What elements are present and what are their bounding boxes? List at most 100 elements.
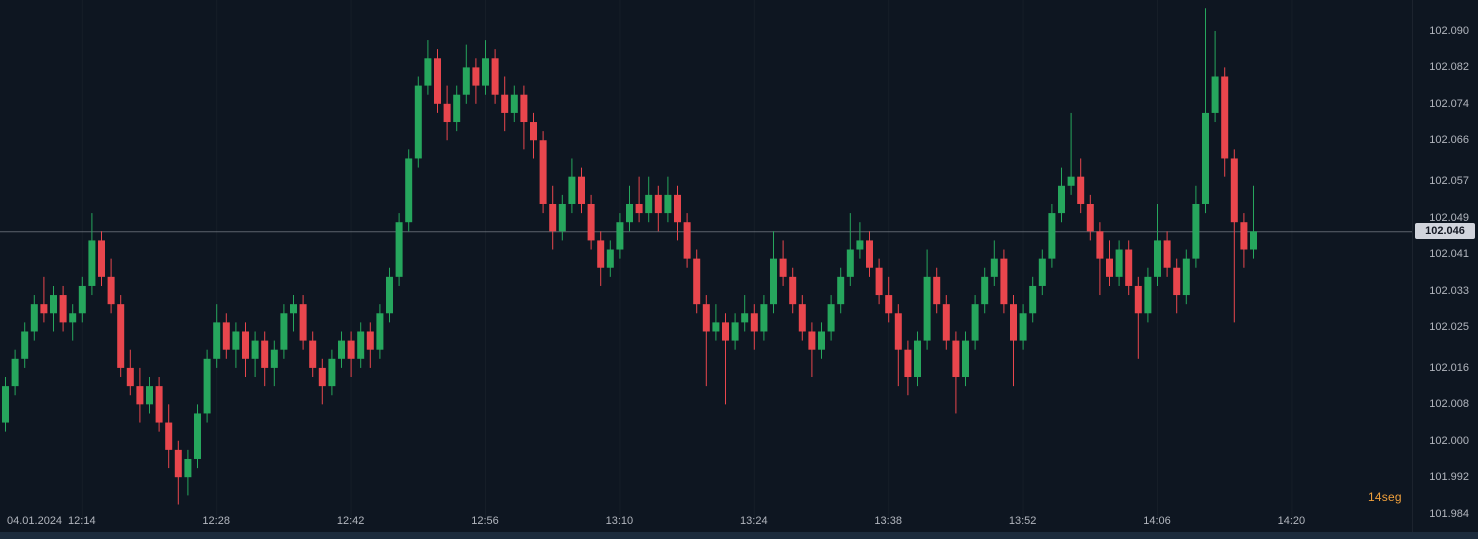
candle[interactable]	[107, 258, 115, 314]
candle[interactable]	[462, 44, 470, 104]
candle[interactable]	[933, 267, 941, 314]
candle[interactable]	[597, 231, 605, 286]
candle[interactable]	[414, 76, 422, 168]
candle[interactable]	[88, 213, 96, 296]
candle[interactable]	[1173, 258, 1181, 314]
candle[interactable]	[1144, 267, 1152, 323]
candle[interactable]	[587, 194, 595, 250]
candle[interactable]	[1106, 240, 1113, 286]
candle[interactable]	[789, 267, 797, 314]
candle[interactable]	[1125, 240, 1133, 296]
candle[interactable]	[808, 322, 816, 378]
candle[interactable]	[693, 249, 701, 314]
candle[interactable]	[184, 449, 192, 496]
candle[interactable]	[760, 295, 768, 341]
candle[interactable]	[443, 85, 451, 141]
candle[interactable]	[261, 331, 269, 387]
candle[interactable]	[1115, 240, 1123, 286]
candle[interactable]	[1019, 304, 1027, 350]
candle[interactable]	[117, 295, 125, 378]
candle[interactable]	[1154, 203, 1161, 286]
candle[interactable]	[270, 340, 278, 387]
candle[interactable]	[155, 377, 163, 432]
candle[interactable]	[251, 331, 259, 378]
candle[interactable]	[568, 158, 576, 214]
candle[interactable]	[194, 404, 201, 469]
candle[interactable]	[242, 322, 249, 378]
candle[interactable]	[1086, 194, 1094, 241]
candle[interactable]	[299, 295, 307, 350]
candle[interactable]	[914, 331, 921, 387]
candle[interactable]	[357, 322, 365, 368]
candle[interactable]	[981, 267, 989, 314]
candle[interactable]	[626, 185, 633, 232]
candle[interactable]	[798, 295, 806, 341]
candle[interactable]	[1250, 185, 1257, 259]
candle[interactable]	[674, 185, 681, 241]
candle[interactable]	[971, 295, 979, 350]
candle[interactable]	[654, 185, 662, 232]
candle[interactable]	[750, 304, 758, 350]
candle[interactable]	[174, 440, 182, 505]
candle[interactable]	[578, 167, 585, 214]
candle[interactable]	[731, 313, 739, 350]
candle[interactable]	[2, 377, 9, 432]
candle[interactable]	[50, 285, 57, 332]
candle[interactable]	[1134, 276, 1142, 359]
price-axis[interactable]: 102.046 102.090 102.082 102.074 102.066 102.…	[1412, 0, 1478, 532]
candle[interactable]	[501, 76, 509, 132]
candle[interactable]	[942, 295, 950, 350]
candle[interactable]	[78, 276, 86, 323]
candle[interactable]	[846, 213, 854, 286]
candle[interactable]	[530, 112, 537, 159]
candle[interactable]	[779, 240, 787, 286]
candlestick-chart[interactable]	[0, 0, 1412, 525]
candle[interactable]	[770, 231, 777, 314]
candle[interactable]	[290, 295, 297, 332]
time-axis[interactable]: 04.01.2024 12:14 12:28 12:42 12:56 13:10 13:2…	[0, 511, 1412, 532]
candle[interactable]	[280, 304, 288, 359]
candle[interactable]	[69, 304, 77, 341]
candle[interactable]	[856, 222, 864, 259]
candle[interactable]	[1163, 231, 1171, 277]
candle[interactable]	[434, 49, 441, 113]
candle[interactable]	[818, 322, 825, 359]
candle[interactable]	[98, 231, 105, 286]
candle[interactable]	[338, 331, 345, 368]
candle[interactable]	[1240, 213, 1248, 268]
candle[interactable]	[491, 49, 499, 104]
candle[interactable]	[30, 295, 38, 341]
candle[interactable]	[1230, 149, 1238, 323]
candle[interactable]	[683, 213, 691, 268]
candle[interactable]	[405, 149, 413, 232]
candle[interactable]	[702, 295, 710, 387]
candle[interactable]	[136, 367, 144, 423]
candle[interactable]	[606, 240, 614, 277]
candle[interactable]	[222, 313, 230, 359]
candle[interactable]	[347, 331, 355, 378]
candle[interactable]	[894, 304, 902, 387]
candle[interactable]	[1058, 167, 1065, 223]
candle[interactable]	[1038, 249, 1046, 296]
bottom-scrollbar[interactable]	[0, 532, 1478, 539]
candle[interactable]	[837, 267, 845, 314]
candle[interactable]	[712, 304, 720, 341]
candle[interactable]	[520, 85, 528, 150]
candle[interactable]	[318, 358, 326, 405]
candle[interactable]	[549, 185, 557, 250]
candle[interactable]	[827, 295, 835, 341]
candle[interactable]	[904, 340, 912, 396]
candle[interactable]	[232, 322, 240, 368]
candle[interactable]	[885, 276, 893, 323]
candle[interactable]	[1182, 249, 1190, 305]
candle[interactable]	[616, 213, 624, 259]
candle[interactable]	[126, 349, 134, 396]
candle[interactable]	[635, 176, 643, 223]
candle[interactable]	[1221, 67, 1229, 177]
candle[interactable]	[923, 249, 931, 350]
candle[interactable]	[472, 58, 480, 104]
candle[interactable]	[395, 213, 403, 286]
candle[interactable]	[366, 322, 374, 368]
candle[interactable]	[482, 40, 489, 95]
candle[interactable]	[328, 349, 336, 396]
